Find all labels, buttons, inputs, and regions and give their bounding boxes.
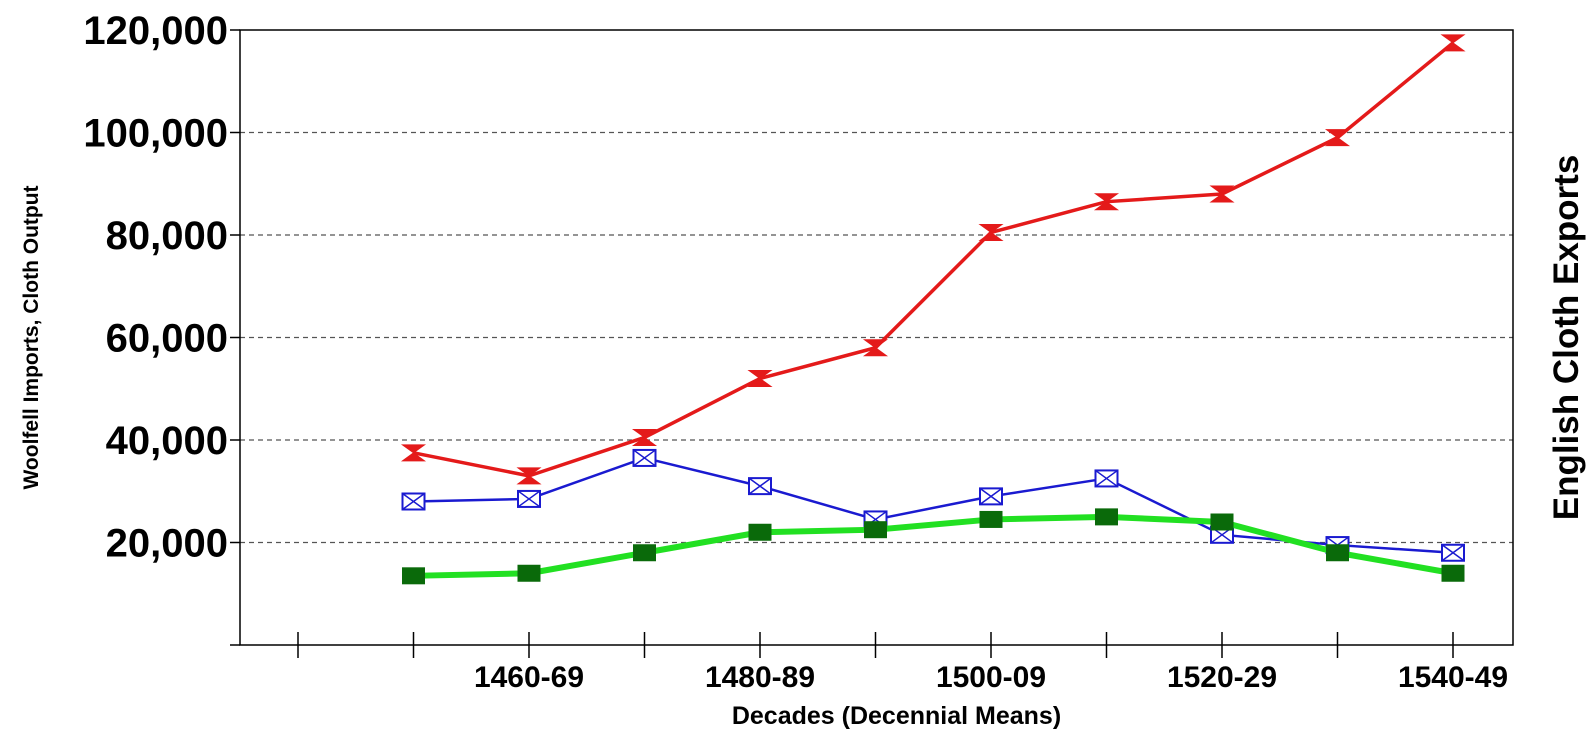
data-point xyxy=(1210,513,1234,531)
data-point xyxy=(1324,129,1351,147)
x-tick-label: 1540-49 xyxy=(1398,661,1508,694)
data-point xyxy=(748,477,772,496)
series-line xyxy=(413,513,1454,579)
y-tick-label: 80,000 xyxy=(106,214,228,258)
data-point xyxy=(862,339,889,357)
series-1 xyxy=(400,34,1466,485)
grid-lines xyxy=(240,131,1513,544)
data-point xyxy=(633,544,656,562)
data-point xyxy=(517,564,541,582)
x-tick-label: 1460-69 xyxy=(474,661,584,694)
data-point xyxy=(1326,544,1349,562)
data-point xyxy=(402,567,425,585)
series-line xyxy=(413,41,1455,478)
data-point xyxy=(979,510,1003,528)
y-tick-label: 120,000 xyxy=(83,9,228,53)
series-lines xyxy=(400,34,1466,585)
x-tick-label: 1500-09 xyxy=(936,661,1046,694)
data-point xyxy=(1095,508,1118,526)
data-point xyxy=(1093,193,1120,211)
y-tick-label: 40,000 xyxy=(106,419,228,463)
data-point xyxy=(978,223,1004,241)
series-line xyxy=(413,456,1454,554)
y-tick-label: 100,000 xyxy=(83,112,228,156)
data-point xyxy=(631,428,658,446)
data-point xyxy=(401,492,426,511)
data-point xyxy=(979,487,1003,506)
y-axis-ticks: 20,000 40,000 60,000 80,000 100,000 120,000 xyxy=(83,9,240,646)
data-point xyxy=(517,489,541,508)
data-point xyxy=(1440,34,1466,52)
data-point xyxy=(1094,469,1119,488)
data-point xyxy=(1441,543,1465,562)
x-axis-label: Decades (Decennial Means) xyxy=(732,702,1061,730)
data-point xyxy=(748,523,772,541)
x-tick-label: 1520-29 xyxy=(1167,661,1277,694)
data-point xyxy=(864,521,887,539)
data-point xyxy=(747,370,773,387)
x-axis-ticks: 1460-69 1480-89 1500-09 1520-29 1540-49 xyxy=(297,632,1508,694)
y-tick-label: 20,000 xyxy=(106,522,228,566)
data-point xyxy=(632,448,657,467)
data-point xyxy=(516,467,542,485)
x-tick-label: 1480-89 xyxy=(705,661,815,694)
data-point xyxy=(1441,564,1465,582)
secondary-y-axis-label: English Cloth Exports xyxy=(1547,155,1586,521)
data-point xyxy=(400,444,427,462)
series-3 xyxy=(402,508,1465,585)
y-tick-label: 60,000 xyxy=(106,317,228,361)
data-point xyxy=(1209,185,1235,203)
y-axis-label: Woolfell Imports, Cloth Output xyxy=(20,185,43,489)
